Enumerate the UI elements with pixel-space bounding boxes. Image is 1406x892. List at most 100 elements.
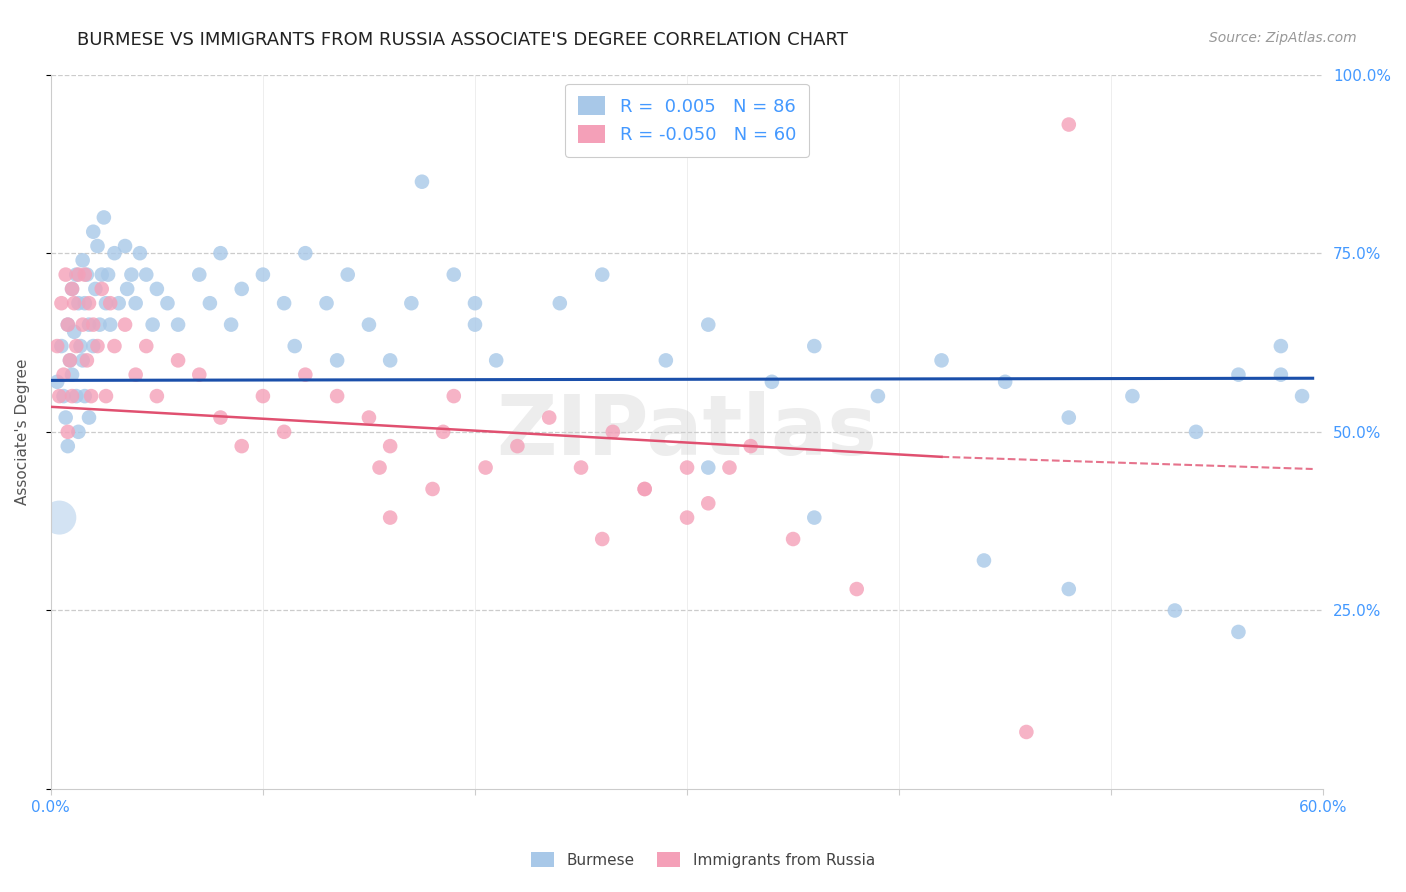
Point [994,375,1017,389]
Point [72,253,94,268]
Point [82,225,104,239]
Point [252,268,274,282]
Point [485,353,508,368]
Point [697,460,720,475]
Point [803,510,825,524]
Point [1270,368,1292,382]
Text: ZIPatlas: ZIPatlas [496,392,877,473]
Point [77,410,100,425]
Point [65,389,87,403]
Point [1164,603,1187,617]
Point [411,175,433,189]
Point [401,296,423,310]
Point [98,296,121,310]
Point [46,375,69,389]
Point [65,339,87,353]
Point [72,318,94,332]
Point [219,318,242,332]
Point [803,339,825,353]
Point [103,246,125,260]
Legend: Burmese, Immigrants from Russia: Burmese, Immigrants from Russia [524,846,882,873]
Point [89,318,111,332]
Point [142,318,165,332]
Point [56,318,79,332]
Point [48,389,70,403]
Point [591,532,613,546]
Point [633,482,655,496]
Point [93,211,115,225]
Point [326,353,349,368]
Point [506,439,529,453]
Point [167,353,190,368]
Point [114,239,136,253]
Point [569,460,592,475]
Legend: R =  0.005   N = 86, R = -0.050   N = 60: R = 0.005 N = 86, R = -0.050 N = 60 [565,84,808,157]
Point [124,368,146,382]
Point [1121,389,1143,403]
Point [46,339,69,353]
Point [146,282,169,296]
Point [464,318,486,332]
Point [80,389,103,403]
Point [76,353,98,368]
Point [107,296,129,310]
Point [973,553,995,567]
Point [60,368,83,382]
Point [432,425,454,439]
Point [67,296,90,310]
Point [1015,725,1038,739]
Point [1227,624,1250,639]
Y-axis label: Associate's Degree: Associate's Degree [15,359,30,505]
Point [129,246,152,260]
Point [156,296,179,310]
Point [56,425,79,439]
Point [591,268,613,282]
Point [67,425,90,439]
Point [1227,368,1250,382]
Point [464,296,486,310]
Point [52,368,75,382]
Point [845,582,868,596]
Point [188,368,211,382]
Point [56,318,79,332]
Point [209,246,232,260]
Point [94,389,117,403]
Point [1057,118,1080,132]
Point [135,268,157,282]
Point [65,268,87,282]
Point [84,282,107,296]
Point [94,296,117,310]
Point [931,353,953,368]
Point [209,410,232,425]
Point [284,339,307,353]
Point [73,296,96,310]
Point [76,268,98,282]
Point [294,246,316,260]
Point [676,510,699,524]
Point [231,282,253,296]
Point [633,482,655,496]
Point [315,296,337,310]
Point [336,268,359,282]
Point [69,339,91,353]
Point [86,339,108,353]
Point [60,389,83,403]
Point [59,353,82,368]
Point [1291,389,1313,403]
Point [1057,582,1080,596]
Point [294,368,316,382]
Point [73,268,96,282]
Point [73,389,96,403]
Point [866,389,889,403]
Point [90,282,112,296]
Point [51,296,73,310]
Point [52,389,75,403]
Point [357,318,380,332]
Point [86,239,108,253]
Point [90,268,112,282]
Point [60,282,83,296]
Point [135,339,157,353]
Point [63,325,86,339]
Text: BURMESE VS IMMIGRANTS FROM RUSSIA ASSOCIATE'S DEGREE CORRELATION CHART: BURMESE VS IMMIGRANTS FROM RUSSIA ASSOCI… [77,31,848,49]
Point [273,296,295,310]
